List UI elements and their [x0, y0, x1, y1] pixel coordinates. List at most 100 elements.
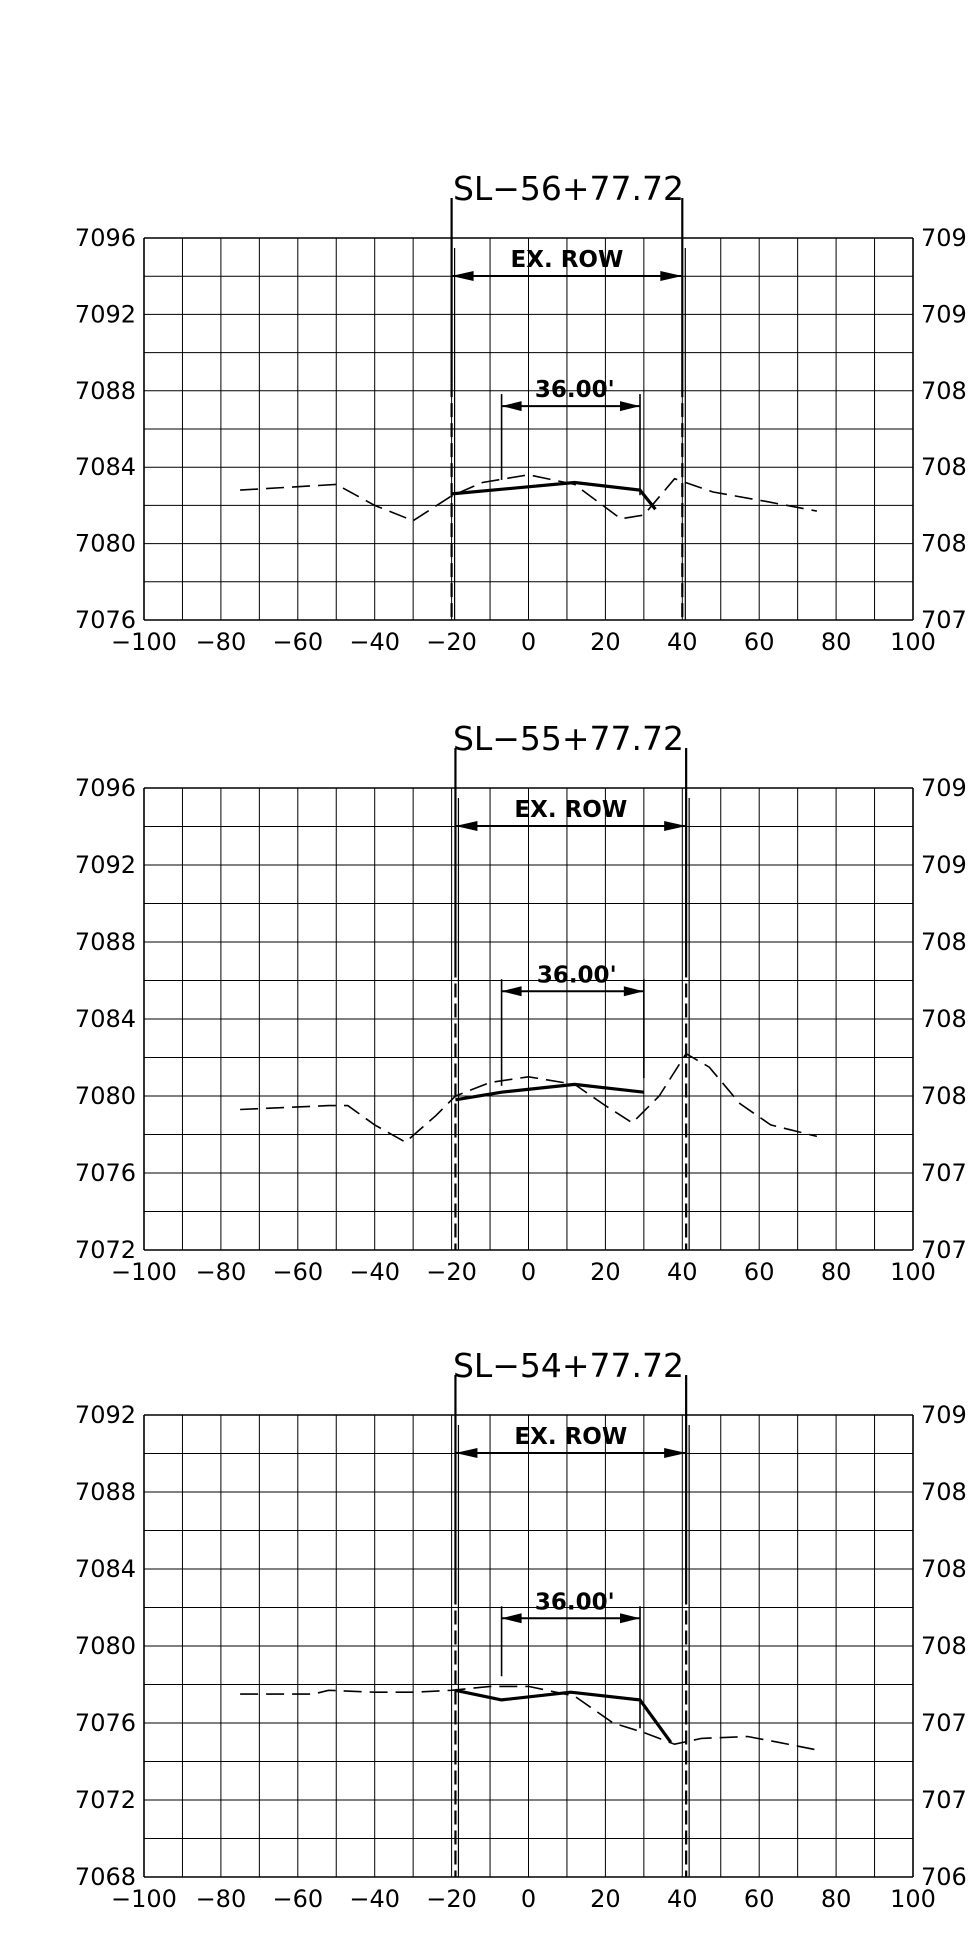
y-tick-label: 7092	[75, 1401, 136, 1429]
y-tick-label: 7076	[75, 1709, 136, 1737]
x-tick-label: −40	[349, 1885, 400, 1913]
existing-ground-profile	[240, 1052, 818, 1144]
dimension-arrowhead-right	[620, 401, 641, 412]
y-tick-label-right: 709	[921, 300, 967, 328]
x-tick-label: 0	[521, 1258, 536, 1286]
y-tick-label-right: 708	[921, 453, 967, 481]
y-tick-label: 7096	[75, 774, 136, 802]
cross-section-3: SL−54+77.7270927088708470807076707270687…	[75, 1346, 967, 1913]
x-tick-label: 0	[521, 628, 536, 656]
y-tick-label-right: 709	[921, 774, 967, 802]
dimension-arrowhead-right	[623, 986, 644, 997]
section-title: SL−56+77.72	[453, 169, 684, 208]
y-tick-label-right: 707	[921, 606, 967, 634]
dimension-arrowhead-right	[620, 1613, 641, 1624]
y-tick-label-right: 708	[921, 1082, 967, 1110]
y-tick-label: 7080	[75, 530, 136, 558]
y-tick-label: 7072	[75, 1236, 136, 1264]
x-tick-label: 100	[890, 628, 936, 656]
y-tick-label: 7068	[75, 1863, 136, 1891]
y-tick-label-right: 707	[921, 1159, 967, 1187]
x-tick-label: 40	[667, 1258, 698, 1286]
y-tick-label-right: 708	[921, 928, 967, 956]
ex-row-label: EX. ROW	[514, 1424, 627, 1450]
y-tick-label: 7088	[75, 928, 136, 956]
x-tick-label: −80	[196, 1258, 247, 1286]
ex-row-arrowhead-right	[664, 821, 687, 831]
y-tick-label-right: 708	[921, 1478, 967, 1506]
x-tick-label: 60	[744, 1258, 775, 1286]
y-tick-label: 7088	[75, 1478, 136, 1506]
existing-ground-profile	[240, 1685, 818, 1751]
y-tick-label-right: 707	[921, 1236, 967, 1264]
x-tick-label: −20	[426, 1258, 477, 1286]
x-tick-label: 20	[590, 628, 621, 656]
ex-row-label: EX. ROW	[511, 247, 624, 273]
y-tick-label: 7088	[75, 377, 136, 405]
x-tick-label: −80	[196, 1885, 247, 1913]
x-tick-label: −40	[349, 628, 400, 656]
existing-ground-profile	[240, 473, 818, 522]
dimension-arrowhead-left	[501, 1613, 522, 1624]
x-tick-label: 60	[744, 628, 775, 656]
x-tick-label: 80	[821, 628, 852, 656]
x-tick-label: 0	[521, 1885, 536, 1913]
y-tick-label: 7072	[75, 1786, 136, 1814]
proposed-profile	[451, 480, 657, 511]
y-tick-label: 7080	[75, 1082, 136, 1110]
y-tick-label-right: 709	[921, 851, 967, 879]
y-tick-label: 7076	[75, 606, 136, 634]
x-tick-label: 100	[890, 1258, 936, 1286]
x-tick-label: 40	[667, 628, 698, 656]
ex-row-arrowhead-left	[451, 271, 474, 281]
section-title: SL−54+77.72	[453, 1346, 684, 1385]
y-tick-label-right: 707	[921, 1786, 967, 1814]
x-tick-label: −20	[426, 1885, 477, 1913]
cross-section-2: SL−55+77.7270967092708870847080707670727…	[75, 719, 967, 1286]
ex-row-arrowhead-left	[455, 1448, 478, 1458]
y-tick-label-right: 708	[921, 530, 967, 558]
width-dimension-label: 36.00'	[535, 1589, 615, 1615]
y-tick-label-right: 707	[921, 1709, 967, 1737]
y-tick-label: 7092	[75, 300, 136, 328]
x-tick-label: −80	[196, 628, 247, 656]
y-tick-label-right: 708	[921, 377, 967, 405]
y-tick-label-right: 709	[921, 224, 967, 252]
y-tick-label: 7084	[75, 1005, 136, 1033]
y-tick-label-right: 706	[921, 1863, 967, 1891]
x-tick-label: 20	[590, 1258, 621, 1286]
y-tick-label: 7092	[75, 851, 136, 879]
x-tick-label: −60	[272, 1258, 323, 1286]
y-tick-label: 7084	[75, 453, 136, 481]
dimension-arrowhead-left	[501, 986, 522, 997]
cross-section-1: SL−56+77.7270967092708870847080707670970…	[75, 169, 967, 656]
y-tick-label: 7076	[75, 1159, 136, 1187]
x-tick-label: 20	[590, 1885, 621, 1913]
x-tick-label: 80	[821, 1885, 852, 1913]
x-tick-label: 80	[821, 1258, 852, 1286]
x-tick-label: −40	[349, 1258, 400, 1286]
x-tick-label: −100	[111, 628, 177, 656]
y-tick-label: 7080	[75, 1632, 136, 1660]
proposed-profile	[455, 1688, 673, 1744]
y-tick-label-right: 709	[921, 1401, 967, 1429]
ex-row-arrowhead-left	[455, 821, 478, 831]
y-tick-label-right: 708	[921, 1005, 967, 1033]
proposed-profile	[455, 1082, 645, 1102]
x-tick-label: −100	[111, 1885, 177, 1913]
width-dimension-label: 36.00'	[537, 962, 617, 988]
y-tick-label: 7096	[75, 224, 136, 252]
section-title: SL−55+77.72	[453, 719, 684, 758]
width-dimension-label: 36.00'	[535, 377, 615, 403]
y-tick-label-right: 708	[921, 1632, 967, 1660]
x-tick-label: −60	[272, 1885, 323, 1913]
y-tick-label-right: 708	[921, 1555, 967, 1583]
dimension-arrowhead-left	[501, 401, 522, 412]
ex-row-arrowhead-right	[660, 271, 683, 281]
y-tick-label: 7084	[75, 1555, 136, 1583]
x-tick-label: 100	[890, 1885, 936, 1913]
x-tick-label: 60	[744, 1885, 775, 1913]
x-tick-label: −20	[426, 628, 477, 656]
ex-row-label: EX. ROW	[514, 797, 627, 823]
